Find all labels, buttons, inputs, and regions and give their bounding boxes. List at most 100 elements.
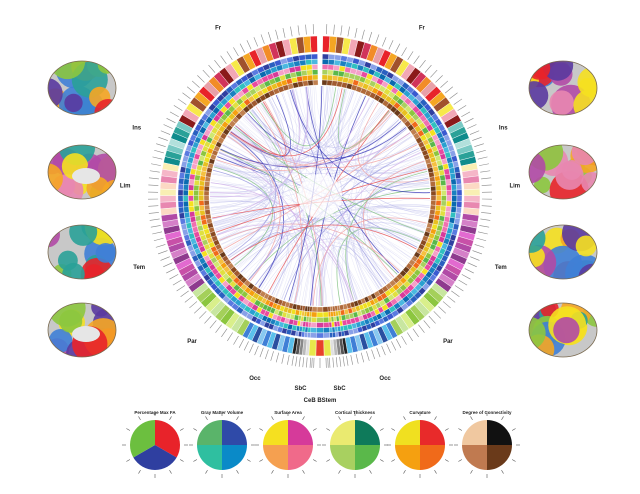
region-segment-tem[interactable] bbox=[188, 277, 206, 293]
region-segment-lim[interactable] bbox=[159, 195, 177, 203]
region-segment-ins[interactable] bbox=[163, 156, 181, 167]
region-segment-tem[interactable] bbox=[168, 241, 186, 254]
region-segment-occ[interactable] bbox=[246, 323, 259, 342]
metric-cell bbox=[435, 195, 442, 201]
region-segment-fr[interactable] bbox=[203, 81, 220, 98]
metric-cell bbox=[305, 321, 309, 328]
region-segment-fr[interactable] bbox=[189, 96, 208, 113]
region-segment-lim[interactable] bbox=[463, 182, 481, 190]
region-segment-fr[interactable] bbox=[248, 49, 262, 68]
region-segment-par[interactable] bbox=[214, 304, 231, 322]
region-segment-occ[interactable] bbox=[256, 327, 268, 346]
region-segment-fr[interactable] bbox=[185, 102, 204, 118]
region-label-mark bbox=[391, 341, 397, 351]
region-segment-fr[interactable] bbox=[242, 52, 257, 71]
region-segment-fr[interactable] bbox=[281, 38, 293, 57]
metric-cell bbox=[233, 269, 241, 278]
metric-cell bbox=[299, 59, 307, 66]
region-label-mark bbox=[264, 349, 269, 360]
region-segment-occ[interactable] bbox=[261, 329, 273, 348]
region-segment-lim[interactable] bbox=[159, 182, 177, 190]
region-segment-fr[interactable] bbox=[254, 46, 268, 65]
metric-cell bbox=[455, 212, 462, 220]
region-segment-occ[interactable] bbox=[286, 336, 296, 354]
region-segment-fr[interactable] bbox=[224, 63, 240, 81]
region-segment-lim[interactable] bbox=[463, 195, 481, 203]
region-segment-fr[interactable] bbox=[274, 40, 287, 59]
region-segment-fr[interactable] bbox=[181, 108, 200, 124]
region-segment-tem[interactable] bbox=[170, 246, 188, 260]
region-segment-fr[interactable] bbox=[213, 71, 230, 89]
region-segment-ins[interactable] bbox=[170, 132, 189, 145]
region-segment-ins[interactable] bbox=[175, 120, 194, 134]
region-segment-lim[interactable] bbox=[160, 207, 178, 216]
region-segment-ins[interactable] bbox=[172, 126, 191, 140]
region-label-mark bbox=[381, 345, 386, 356]
region-segment-lim[interactable] bbox=[463, 188, 481, 196]
region-segment-lim[interactable] bbox=[159, 201, 177, 210]
region-segment-occ[interactable] bbox=[276, 334, 286, 352]
metric-cell bbox=[206, 278, 215, 287]
region-segment-tem[interactable] bbox=[172, 252, 191, 266]
region-segment-par[interactable] bbox=[219, 308, 236, 326]
region-segment-fr[interactable] bbox=[302, 36, 312, 54]
region-segment-par[interactable] bbox=[236, 318, 251, 337]
region-segment-fr[interactable] bbox=[208, 76, 225, 94]
region-segment-fr[interactable] bbox=[178, 114, 197, 129]
legend-tick bbox=[193, 459, 198, 462]
metric-cell bbox=[323, 322, 330, 328]
region-label-mark bbox=[194, 306, 202, 314]
region-segment-ins[interactable] bbox=[168, 138, 186, 150]
region-segment-occ[interactable] bbox=[242, 321, 255, 339]
metric-cell bbox=[181, 228, 189, 236]
region-segment-tem[interactable] bbox=[181, 267, 199, 282]
region-segment-occ[interactable] bbox=[281, 335, 291, 353]
region-segment-ceb[interactable] bbox=[315, 339, 325, 357]
region-segment-par[interactable] bbox=[196, 287, 213, 303]
metric-cell bbox=[323, 332, 331, 339]
region-segment-occ[interactable] bbox=[271, 333, 282, 351]
region-segment-ins[interactable] bbox=[164, 150, 183, 161]
region-segment-lim[interactable] bbox=[162, 162, 180, 173]
region-segment-lim[interactable] bbox=[159, 188, 177, 196]
region-segment-fr[interactable] bbox=[309, 35, 318, 53]
metric-cell bbox=[284, 73, 292, 80]
region-segment-par[interactable] bbox=[191, 282, 210, 298]
region-segment-tem[interactable] bbox=[166, 236, 184, 248]
region-segment-sbc[interactable] bbox=[295, 338, 302, 355]
region-segment-tem[interactable] bbox=[164, 230, 182, 241]
region-segment-sbc[interactable] bbox=[291, 337, 299, 355]
region-segment-par[interactable] bbox=[200, 291, 218, 308]
region-segment-occ[interactable] bbox=[266, 331, 277, 349]
region-segment-fr[interactable] bbox=[295, 36, 305, 54]
metric-cell bbox=[444, 173, 451, 181]
region-segment-tem[interactable] bbox=[178, 262, 196, 277]
metric-cell bbox=[240, 74, 249, 83]
region-segment-occ[interactable] bbox=[251, 326, 264, 344]
region-segment-lim[interactable] bbox=[160, 175, 178, 184]
region-segment-bstem[interactable] bbox=[308, 339, 317, 357]
metric-cell bbox=[189, 249, 197, 258]
region-segment-fr[interactable] bbox=[236, 55, 251, 74]
region-segment-fr[interactable] bbox=[261, 44, 274, 63]
region-segment-tem[interactable] bbox=[161, 219, 180, 229]
region-segment-bstem[interactable] bbox=[323, 339, 332, 357]
region-segment-par[interactable] bbox=[225, 311, 241, 330]
region-segment-fr[interactable] bbox=[322, 35, 331, 53]
region-segment-fr[interactable] bbox=[193, 91, 212, 108]
region-segment-tem[interactable] bbox=[175, 257, 193, 271]
region-segment-lim[interactable] bbox=[161, 169, 179, 179]
region-segment-ins[interactable] bbox=[166, 144, 184, 156]
region-segment-fr[interactable] bbox=[218, 67, 235, 85]
region-segment-fr[interactable] bbox=[230, 59, 246, 77]
region-segment-tem[interactable] bbox=[163, 224, 181, 235]
metric-cell bbox=[445, 184, 452, 191]
region-segment-sbc[interactable] bbox=[298, 338, 305, 356]
region-segment-fr[interactable] bbox=[198, 86, 216, 103]
region-segment-par[interactable] bbox=[205, 296, 222, 313]
region-segment-fr[interactable] bbox=[268, 42, 280, 60]
region-segment-par[interactable] bbox=[209, 300, 226, 318]
region-segment-par[interactable] bbox=[230, 315, 246, 333]
region-segment-tem[interactable] bbox=[184, 272, 202, 288]
region-label-mark bbox=[306, 357, 308, 368]
